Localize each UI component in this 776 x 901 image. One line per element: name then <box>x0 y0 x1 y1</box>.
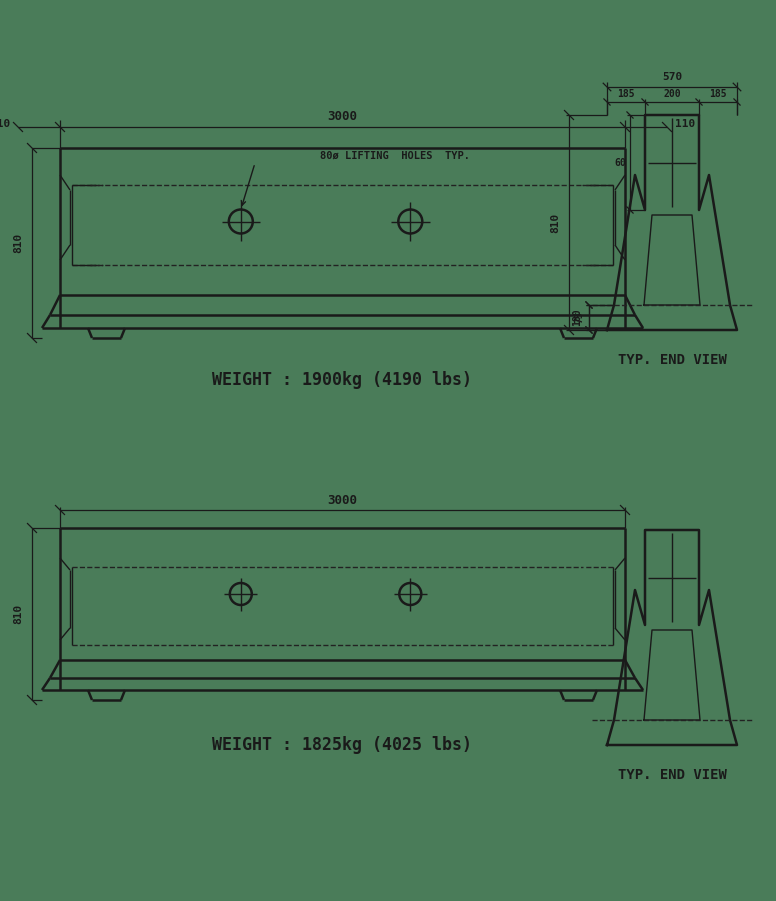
Text: WEIGHT : 1825kg (4025 lbs): WEIGHT : 1825kg (4025 lbs) <box>213 736 473 754</box>
Text: WEIGHT : 1900kg (4190 lbs): WEIGHT : 1900kg (4190 lbs) <box>213 371 473 389</box>
Text: 200: 200 <box>663 89 681 99</box>
Text: 110: 110 <box>675 119 695 129</box>
Text: 80ø LIFTING  HOLES  TYP.: 80ø LIFTING HOLES TYP. <box>320 151 470 161</box>
Text: 3000: 3000 <box>327 111 358 123</box>
Text: TYP. END VIEW: TYP. END VIEW <box>618 768 726 782</box>
Text: 60: 60 <box>614 158 626 168</box>
Text: 75: 75 <box>574 312 584 323</box>
Text: 185: 185 <box>617 89 635 99</box>
Text: 570: 570 <box>662 72 682 82</box>
Text: 810: 810 <box>550 213 560 232</box>
Text: 810: 810 <box>13 232 23 253</box>
Text: 185: 185 <box>709 89 727 99</box>
Text: 3000: 3000 <box>327 494 358 506</box>
Text: 110: 110 <box>0 119 10 129</box>
Text: 810: 810 <box>13 604 23 624</box>
Text: 180: 180 <box>572 309 582 326</box>
Text: TYP. END VIEW: TYP. END VIEW <box>618 353 726 367</box>
